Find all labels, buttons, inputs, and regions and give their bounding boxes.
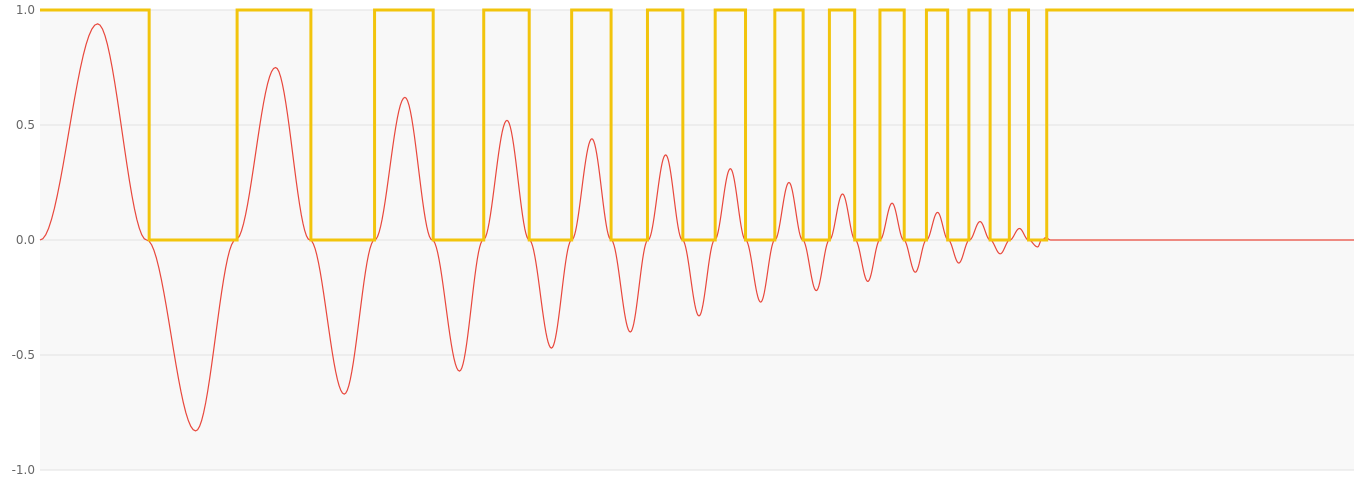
y-tick-label: -0.5	[12, 348, 35, 362]
square-wave-series-line	[40, 8, 1354, 242]
y-tick-label: 0.5	[16, 118, 35, 132]
series-layer	[39, 8, 1354, 432]
y-tick-label: 0.0	[16, 233, 35, 247]
y-tick-label: 1.0	[16, 3, 35, 17]
y-tick-label: -1.0	[12, 463, 35, 477]
decaying-chirp-series-line	[39, 23, 1354, 432]
y-axis-tick-labels: 1.0 0.5 0.0 -0.5 -1.0	[12, 3, 35, 477]
